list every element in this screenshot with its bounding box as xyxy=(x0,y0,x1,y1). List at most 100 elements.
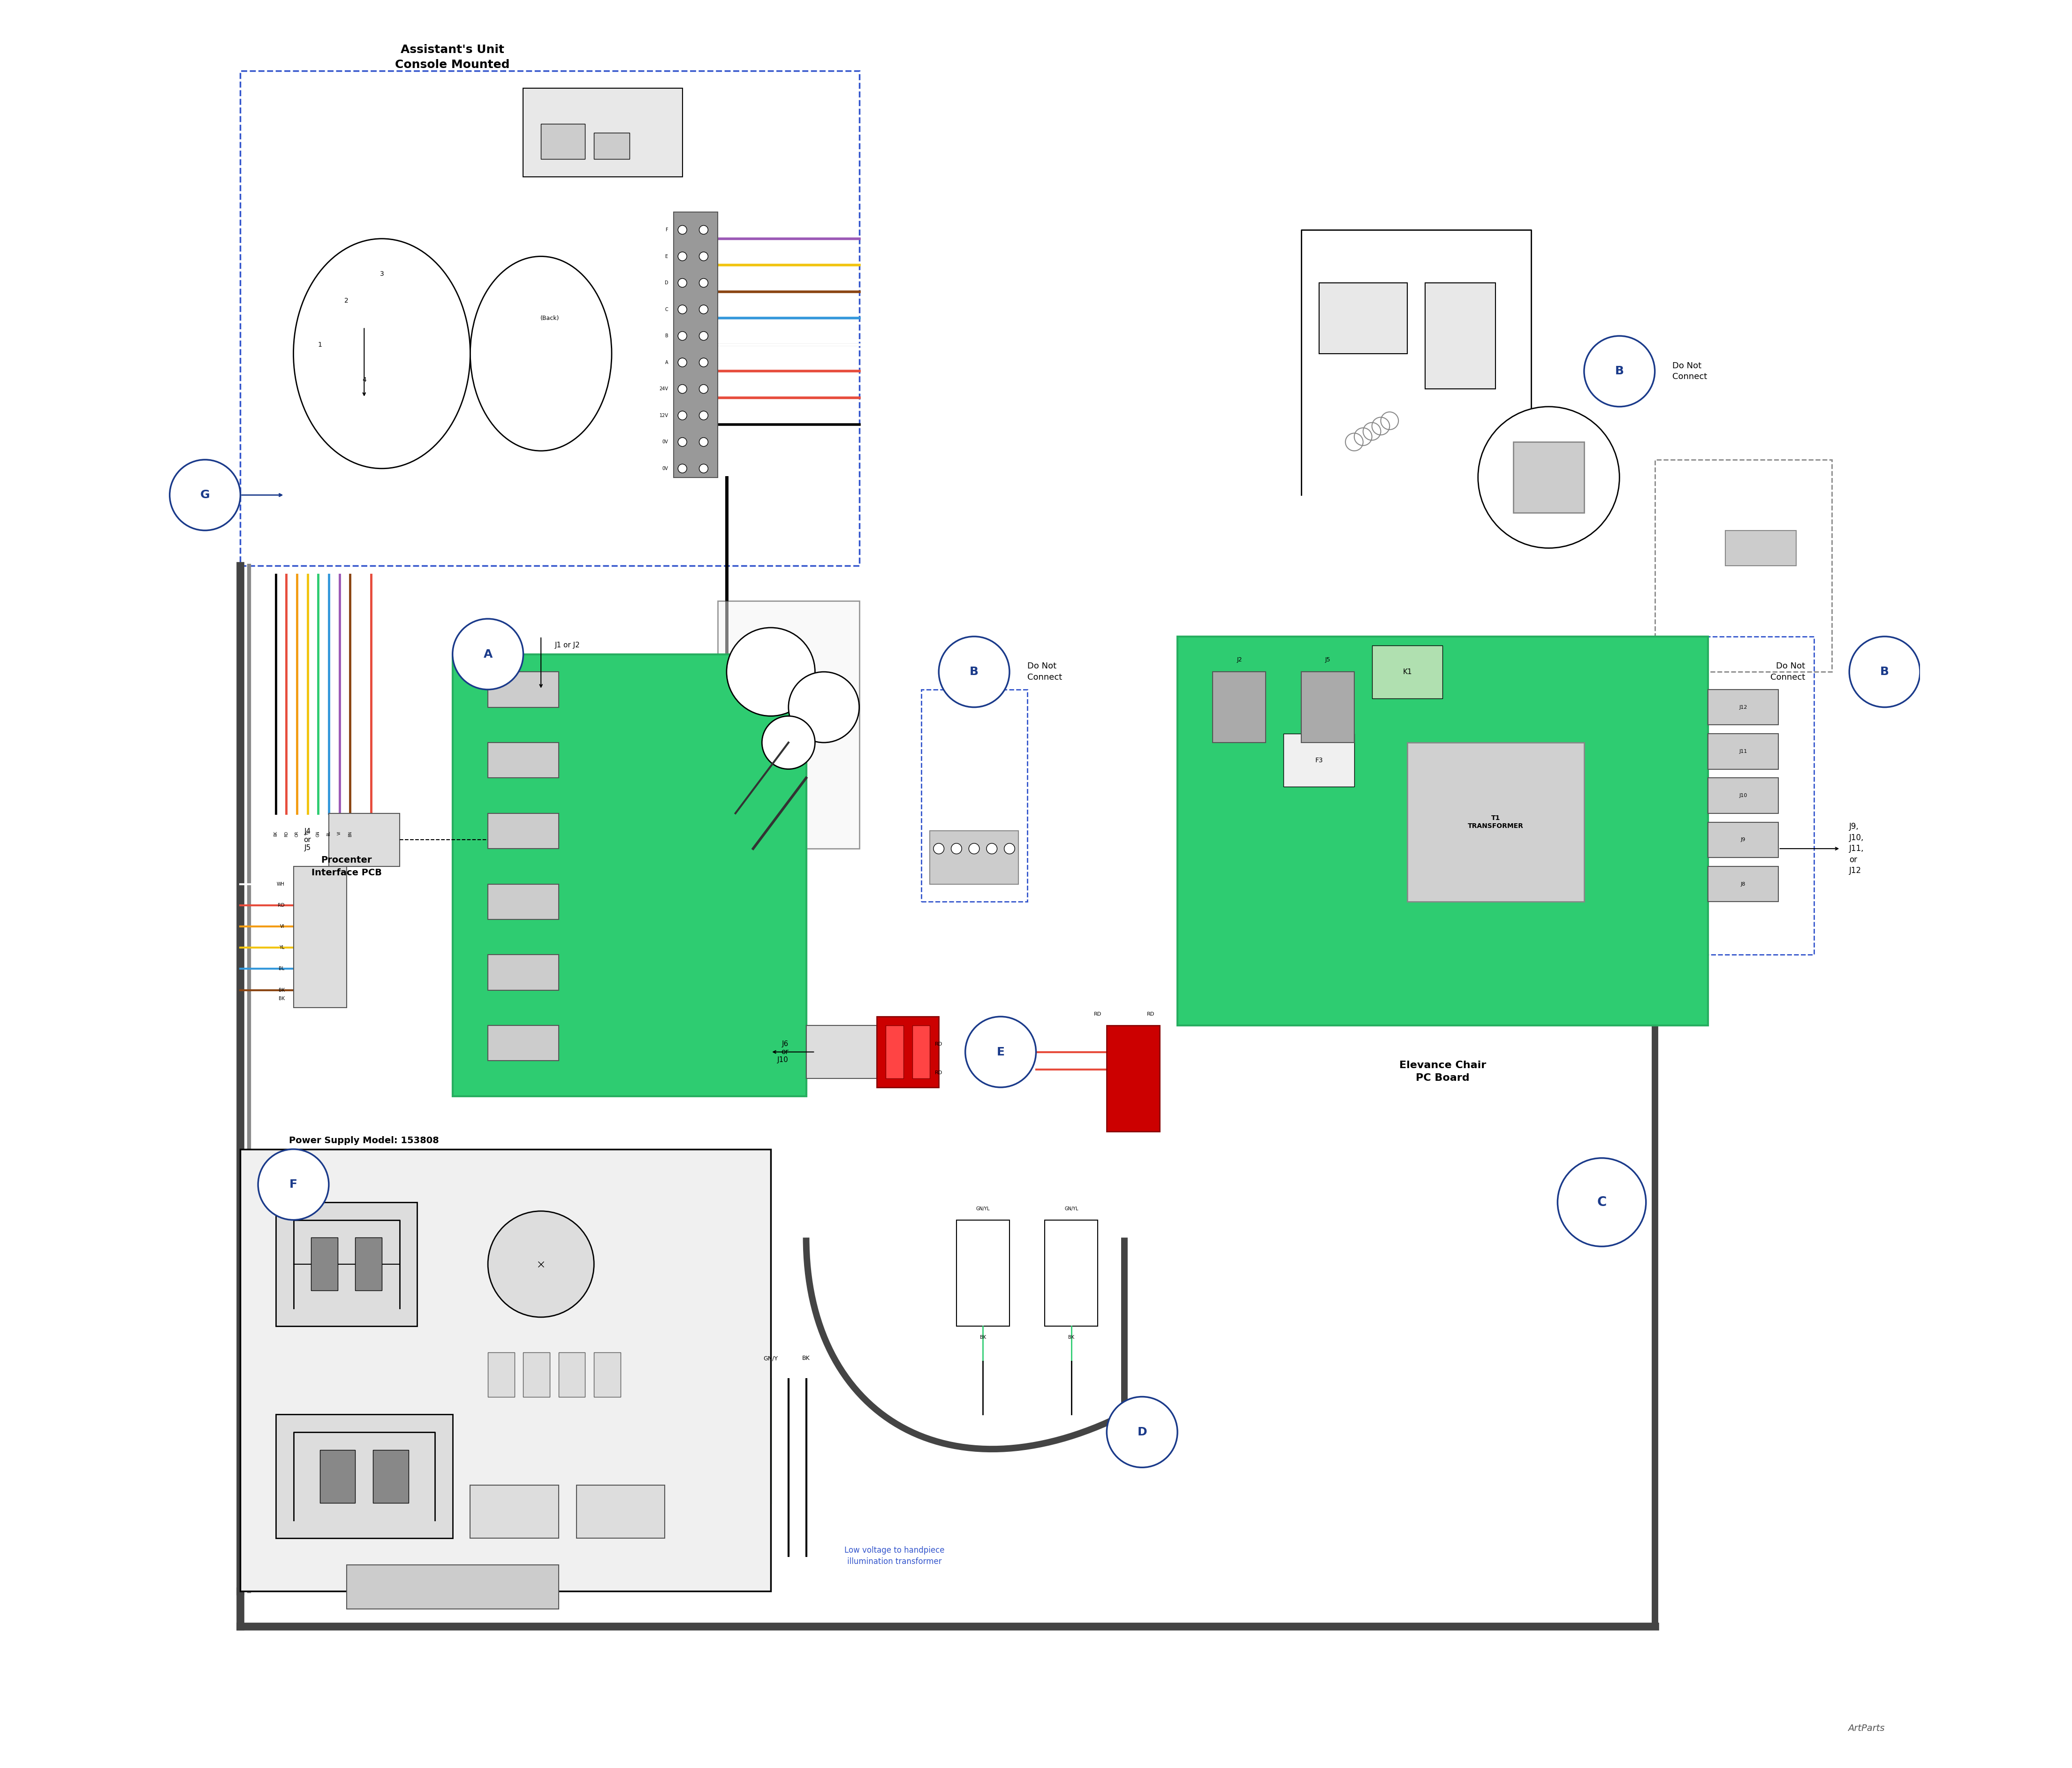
Bar xyxy=(487,743,559,778)
Bar xyxy=(524,1353,549,1397)
Bar xyxy=(541,124,584,159)
Text: RD: RD xyxy=(1148,1011,1154,1017)
Text: OR: OR xyxy=(294,831,298,836)
Circle shape xyxy=(678,279,686,288)
Circle shape xyxy=(698,357,709,368)
Bar xyxy=(717,601,860,849)
Text: C: C xyxy=(1598,1195,1606,1209)
Text: RD: RD xyxy=(284,831,288,836)
Text: Do Not
Connect: Do Not Connect xyxy=(1672,361,1707,382)
Text: 1: 1 xyxy=(317,341,321,348)
Text: E: E xyxy=(997,1047,1005,1057)
Text: J11: J11 xyxy=(1738,750,1747,753)
Text: D: D xyxy=(665,281,669,285)
Circle shape xyxy=(762,716,814,769)
Text: B: B xyxy=(1879,667,1890,677)
Circle shape xyxy=(170,460,240,530)
Text: J9: J9 xyxy=(1740,838,1745,842)
Text: (Back): (Back) xyxy=(541,315,559,322)
Text: BK: BK xyxy=(980,1335,986,1340)
Text: A: A xyxy=(483,649,493,659)
Text: F3: F3 xyxy=(1316,757,1322,764)
Text: BK: BK xyxy=(802,1356,810,1361)
Bar xyxy=(311,1238,338,1291)
Text: RD: RD xyxy=(278,903,284,907)
Text: 0V: 0V xyxy=(663,440,669,444)
Circle shape xyxy=(678,306,686,315)
Bar xyxy=(1726,530,1796,566)
Circle shape xyxy=(678,253,686,262)
Text: B: B xyxy=(970,667,978,677)
Text: Procenter
Interface PCB: Procenter Interface PCB xyxy=(311,856,381,877)
Bar xyxy=(957,1220,1009,1326)
Bar xyxy=(487,813,559,849)
Text: E: E xyxy=(665,255,669,258)
Text: YL: YL xyxy=(280,946,284,949)
Circle shape xyxy=(986,843,997,854)
Text: J9,
J10,
J11,
or
J12: J9, J10, J11, or J12 xyxy=(1850,822,1865,875)
Bar xyxy=(487,672,559,707)
Text: WH: WH xyxy=(278,882,284,886)
Text: F: F xyxy=(290,1179,298,1190)
Bar xyxy=(240,1149,771,1591)
Bar xyxy=(673,212,717,477)
Text: BL: BL xyxy=(280,967,284,971)
Circle shape xyxy=(1585,336,1656,407)
Circle shape xyxy=(698,463,709,474)
Bar xyxy=(470,1485,559,1538)
Bar xyxy=(276,1414,452,1538)
Text: T1
TRANSFORMER: T1 TRANSFORMER xyxy=(1467,815,1523,829)
Text: Low voltage to handpiece
illumination transformer: Low voltage to handpiece illumination tr… xyxy=(845,1545,945,1566)
Circle shape xyxy=(1850,636,1921,707)
Bar xyxy=(1707,734,1778,769)
Bar xyxy=(1044,1220,1098,1326)
Bar xyxy=(912,1025,930,1078)
Text: Do Not
Connect: Do Not Connect xyxy=(1028,661,1063,682)
Bar xyxy=(354,1238,381,1291)
Text: C: C xyxy=(665,308,669,311)
Text: B: B xyxy=(665,334,669,338)
Circle shape xyxy=(1558,1158,1645,1246)
Bar xyxy=(595,133,630,159)
Bar xyxy=(346,1565,559,1609)
Text: K1: K1 xyxy=(1403,668,1411,675)
Text: J6
or
J10: J6 or J10 xyxy=(777,1040,789,1064)
Bar xyxy=(487,884,559,919)
Circle shape xyxy=(678,438,686,447)
Text: Power Supply Model: 153808: Power Supply Model: 153808 xyxy=(290,1135,439,1146)
Text: RD: RD xyxy=(1094,1011,1102,1017)
Ellipse shape xyxy=(294,239,470,469)
Circle shape xyxy=(698,306,709,315)
Bar xyxy=(1320,283,1407,354)
Text: 4: 4 xyxy=(363,377,367,384)
Text: VI: VI xyxy=(338,831,342,834)
Circle shape xyxy=(1005,843,1015,854)
Circle shape xyxy=(678,463,686,474)
Text: B: B xyxy=(1614,366,1624,377)
Text: BK: BK xyxy=(278,988,284,992)
Circle shape xyxy=(939,636,1009,707)
Circle shape xyxy=(678,357,686,368)
Text: 3: 3 xyxy=(379,271,383,278)
Bar xyxy=(524,88,682,177)
Bar xyxy=(487,955,559,990)
Circle shape xyxy=(934,843,945,854)
Circle shape xyxy=(259,1149,329,1220)
Text: F: F xyxy=(665,228,669,232)
Text: ArtParts: ArtParts xyxy=(1848,1724,1886,1733)
Bar xyxy=(1513,442,1585,513)
Text: BK: BK xyxy=(278,997,284,1001)
Circle shape xyxy=(698,253,709,262)
Text: GN/YL: GN/YL xyxy=(976,1206,990,1211)
Circle shape xyxy=(487,1211,595,1317)
Circle shape xyxy=(678,412,686,421)
Bar xyxy=(595,1353,620,1397)
Bar xyxy=(806,1025,876,1078)
Circle shape xyxy=(698,226,709,235)
Text: BL: BL xyxy=(327,831,332,836)
Text: J10: J10 xyxy=(1738,794,1747,797)
Bar xyxy=(276,1202,416,1326)
Bar xyxy=(487,1025,559,1061)
Circle shape xyxy=(678,226,686,235)
Bar xyxy=(1177,636,1707,1025)
